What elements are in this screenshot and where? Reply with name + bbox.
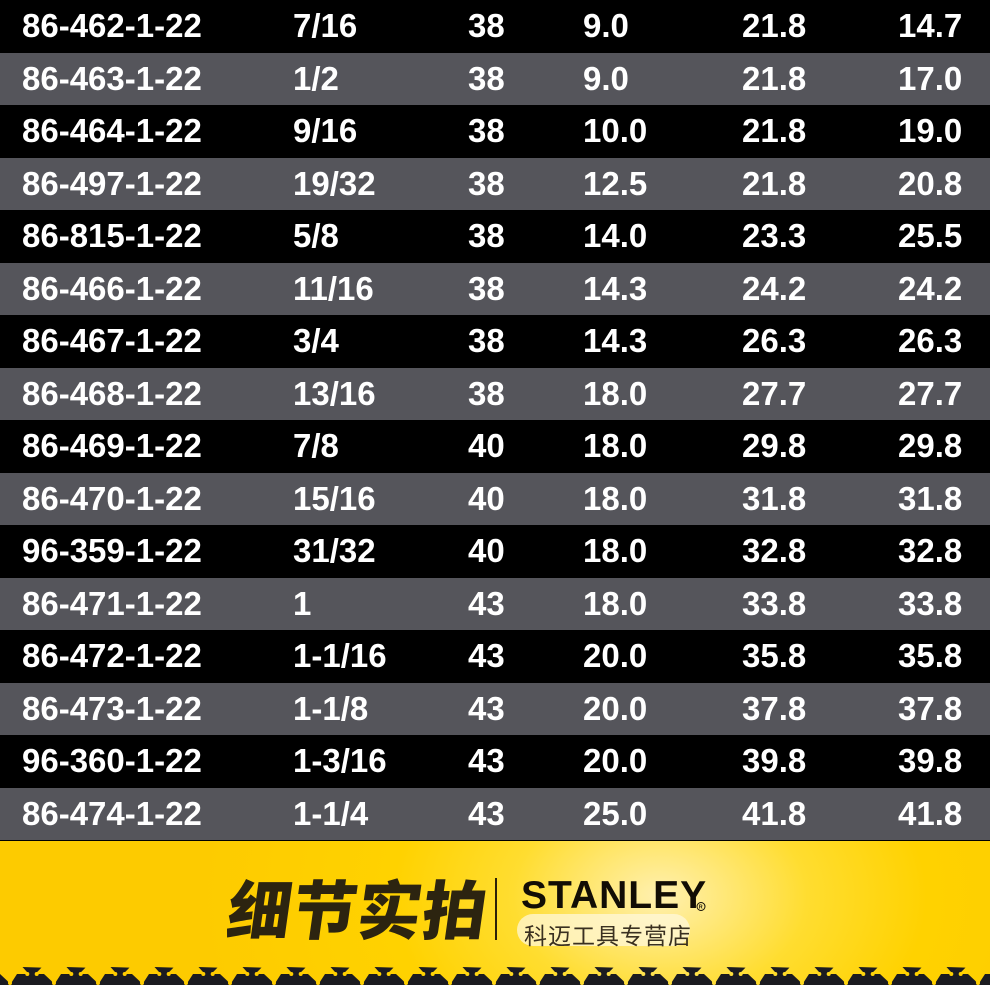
svg-text:STANLEY: STANLEY <box>521 877 706 911</box>
svg-text:R: R <box>699 904 703 910</box>
